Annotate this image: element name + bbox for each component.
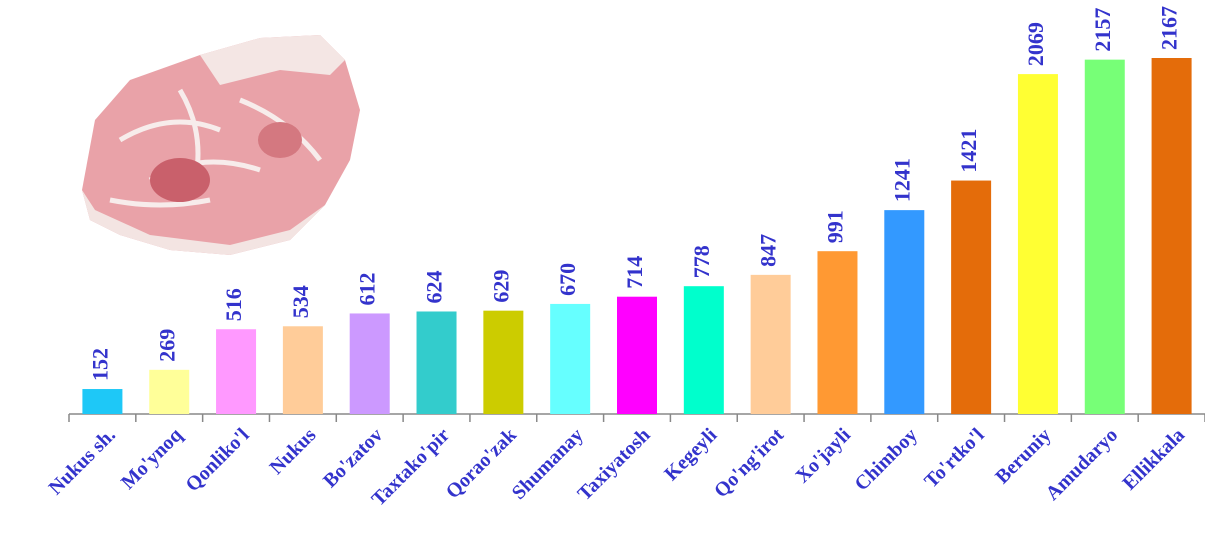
- x-tick-label: Qonliko'l: [181, 424, 253, 496]
- bar: [1084, 59, 1125, 414]
- bar: [1151, 58, 1192, 414]
- bar: [216, 329, 257, 414]
- x-tick-label: Kegeyli: [660, 424, 721, 485]
- x-tick-label: Mo'ynoq: [117, 424, 187, 494]
- x-tick-label: Nukus: [266, 424, 321, 479]
- bar: [483, 310, 524, 414]
- value-label: 624: [422, 270, 447, 303]
- bar: [282, 326, 323, 414]
- value-label: 534: [288, 285, 313, 318]
- value-label: 2069: [1023, 22, 1048, 66]
- bar: [149, 369, 190, 414]
- x-tick-label: Xo'jayli: [792, 424, 856, 488]
- value-label: 670: [555, 263, 580, 296]
- value-label: 778: [689, 245, 714, 278]
- value-label: 516: [221, 288, 246, 321]
- value-label: 1241: [889, 158, 914, 202]
- x-tick-label: Bo'zatov: [319, 424, 387, 492]
- x-tick-label: To'rtko'l: [920, 424, 989, 493]
- bar: [817, 251, 858, 414]
- x-tick-label: Qo'ng'irot: [710, 424, 788, 502]
- value-label: 612: [355, 272, 380, 305]
- bar: [750, 274, 791, 414]
- bar: [1017, 74, 1058, 415]
- x-tick-label: Beruniy: [991, 424, 1055, 488]
- value-label: 152: [87, 348, 112, 381]
- meat-image: [82, 35, 360, 255]
- value-label: 269: [154, 329, 179, 362]
- bar: [416, 311, 457, 414]
- bar: [617, 296, 657, 414]
- bar: [884, 210, 925, 414]
- x-tick-label: Ellikkala: [1119, 424, 1190, 495]
- value-label: 629: [488, 270, 513, 303]
- value-label: 847: [756, 234, 781, 267]
- value-label: 2157: [1090, 8, 1115, 52]
- bar: [82, 389, 123, 414]
- value-label: 991: [823, 210, 848, 243]
- bar: [951, 180, 992, 414]
- x-tick-label: Taxiyatosh: [573, 424, 654, 505]
- x-tick-label: Chimboy: [850, 424, 921, 495]
- bar: [683, 286, 724, 414]
- x-tick-label: Amudaryo: [1042, 424, 1123, 505]
- bar: [349, 313, 390, 414]
- bar: [550, 303, 591, 414]
- value-label: 2167: [1157, 6, 1182, 50]
- value-label: 1421: [956, 129, 981, 173]
- x-tick-label: Nukus sh.: [45, 424, 120, 499]
- value-label: 714: [622, 256, 647, 289]
